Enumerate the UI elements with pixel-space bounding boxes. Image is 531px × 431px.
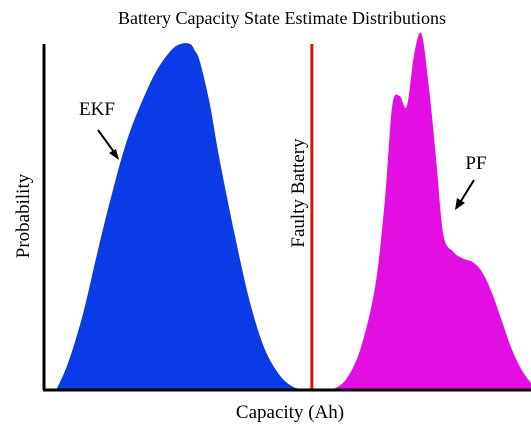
series-area-ekf [56,43,308,390]
ekf-annotation-arrow [97,129,119,160]
pf-annotation-label: PF [465,153,486,174]
faulty-battery-label: Faulty Battery [288,138,309,248]
pf-annotation-arrow [455,179,475,210]
x-axis-label: Capacity (Ah) [236,402,344,423]
y-axis-label: Probability [13,173,34,258]
chart-title: Battery Capacity State Estimate Distribu… [118,8,446,28]
plot-area: Faulty Battery [56,32,531,390]
series-area-pf [331,32,531,390]
ekf-annotation-label: EKF [79,99,115,120]
